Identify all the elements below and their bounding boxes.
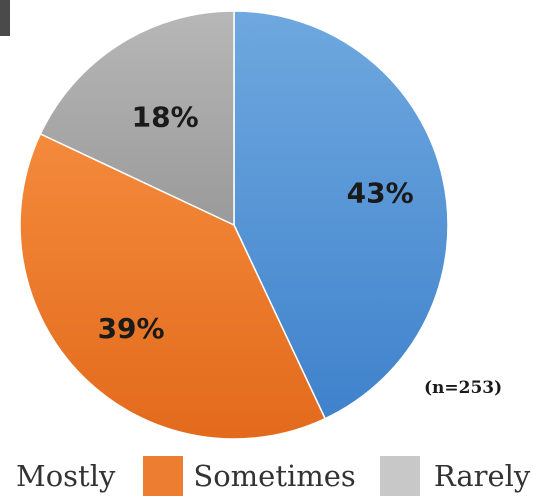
slice-label-rarely: 18% xyxy=(132,101,199,134)
pie-slice-sometimes xyxy=(19,132,327,440)
sample-size-annotation: (n=253) xyxy=(424,378,503,398)
pie-chart: 43% 39% 18% xyxy=(19,10,449,440)
pie-slice-mostly xyxy=(233,10,449,420)
pie-slice-rarely xyxy=(39,10,235,227)
legend-item-sometimes: Sometimes xyxy=(143,456,356,496)
legend-item-rarely: Rarely xyxy=(379,456,531,496)
legend-label-mostly: Mostly xyxy=(16,459,116,493)
legend-swatch-rarely xyxy=(379,456,420,496)
legend: Mostly Sometimes Rarely xyxy=(0,452,560,500)
legend-label-rarely: Rarely xyxy=(433,459,531,493)
legend-swatch-sometimes xyxy=(143,456,184,496)
corner-mark xyxy=(0,0,10,36)
legend-item-mostly: Mostly xyxy=(16,459,115,493)
legend-label-sometimes: Sometimes xyxy=(193,459,356,493)
slice-label-sometimes: 39% xyxy=(98,312,165,345)
slice-label-mostly: 43% xyxy=(347,176,414,209)
